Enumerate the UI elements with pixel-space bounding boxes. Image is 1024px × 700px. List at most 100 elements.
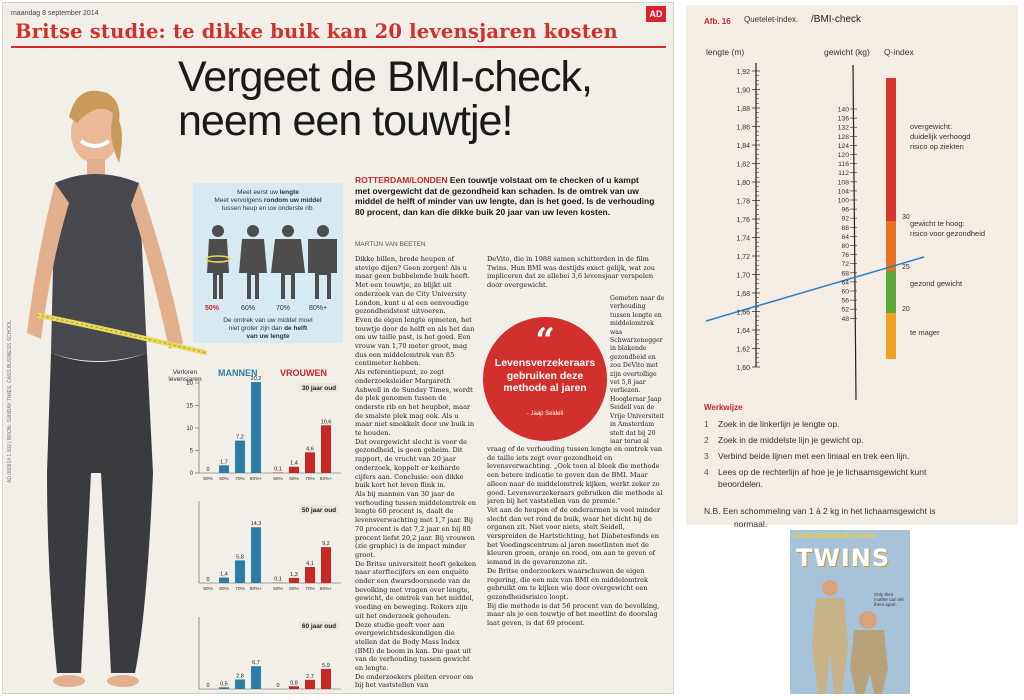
x-tick-label: 80%+ — [320, 476, 333, 482]
zone-over-label-3: risico op ziekten — [910, 142, 964, 151]
x-tick-label: 50% — [273, 692, 283, 694]
y-tick-label: 20 — [186, 381, 193, 387]
bar-value-label: 0 — [206, 467, 209, 473]
x-tick-label: 60% — [289, 476, 299, 482]
x-tick-label: 50% — [273, 586, 283, 592]
step-item: 1 Zoek in de linkerlijn je lengte op. — [704, 419, 840, 429]
bar-value-label: 0,8 — [290, 680, 298, 686]
length-tick-label: 1,86 — [736, 125, 750, 132]
x-tick-label: 70% — [235, 586, 245, 592]
bar — [289, 466, 299, 473]
chart-title-bg — [299, 383, 339, 392]
article-lead: ROTTERDAM/LONDEN Een touwtje volstaat om… — [355, 175, 655, 217]
headline-line-1: Vergeet de BMI-check, — [178, 53, 593, 101]
zone-high-label-1: gewicht te hoog: — [910, 219, 965, 228]
werkwijze-heading: Werkwijze — [704, 403, 743, 412]
x-tick-label: 80%+ — [250, 476, 263, 482]
bar — [219, 577, 229, 583]
x-tick-label: 80%+ — [250, 692, 263, 694]
twins-movie-poster: SCHWARZENEGGER DeVITO TWINS Only their m… — [790, 530, 910, 694]
length-tick-label: 1,64 — [736, 328, 750, 335]
bar — [321, 668, 331, 689]
step-item: beoordelen. — [718, 479, 763, 489]
x-tick-label: 80%+ — [320, 692, 333, 694]
chart-title: 60 jaar oud — [302, 623, 336, 630]
legend-men: MANNEN — [218, 368, 258, 378]
length-tick-label: 1,92 — [736, 69, 750, 76]
bar-value-label: 0 — [206, 683, 209, 689]
legend-women: VROUWEN — [280, 368, 327, 378]
bar-value-label: 0 — [276, 683, 279, 689]
weight-tick-label: 124 — [838, 143, 850, 150]
step-item: 2 Zoek in de middelste lijn je gewicht op… — [704, 435, 864, 445]
zone-overweight — [886, 78, 896, 221]
step-item: 3 Verbind beide lijnen met een liniaal en… — [704, 451, 910, 461]
zone-ok-label: gezond gewicht — [910, 279, 963, 288]
bar-value-label: 2,7 — [306, 674, 314, 680]
x-tick-label: 70% — [305, 476, 315, 482]
bar-value-label: 1,3 — [290, 572, 298, 578]
page-title: Vergeet de BMI-check, neem een touwtje! — [178, 55, 658, 143]
woman-photo — [27, 90, 207, 687]
dateline: maandag 8 september 2014 — [11, 10, 99, 17]
kicker-headline: Britse studie: te dikke buik kan 20 leve… — [15, 20, 618, 43]
length-tick-label: 1,72 — [736, 254, 750, 261]
length-tick-label: 1,66 — [736, 310, 750, 317]
bar-value-label: 9,2 — [322, 541, 330, 547]
length-tick-label: 1,90 — [736, 88, 750, 95]
bar — [219, 687, 229, 689]
step-item: 4 Lees op de rechterlijn af hoe je je lic… — [704, 467, 927, 477]
bar — [289, 577, 299, 583]
q-tick-label: 30 — [902, 214, 910, 221]
byline: MARTIJN VAN BEETEN — [355, 241, 426, 248]
x-tick-label: 50% — [203, 476, 213, 482]
x-tick-label: 70% — [235, 692, 245, 694]
length-tick-label: 1,74 — [736, 236, 750, 243]
bar-value-label: 1,7 — [220, 459, 228, 465]
weight-tick-label: 84 — [841, 234, 849, 241]
weight-tick-label: 112 — [838, 170, 849, 177]
bmi-nomogram-page: Afb. 16 Quetelet-index. /BMI-check lengt… — [686, 5, 1018, 529]
weight-tick-label: 100 — [838, 198, 850, 205]
poster-actor-names: SCHWARZENEGGER DeVITO — [793, 534, 877, 540]
life-years-chart: 30 jaar oud 0 5 10 15 20 0 50% 1,7 60% 7,2 70% 20,2 8… — [186, 376, 341, 694]
weight-tick-label: 48 — [841, 316, 849, 323]
measuring-infographic: Meet eerst uw lengte Meet vervolgens ron… — [193, 183, 343, 343]
divider — [11, 46, 666, 48]
bar-value-label: 2,8 — [236, 673, 244, 679]
bar-value-label: 0,5 — [220, 681, 228, 687]
example-line — [705, 256, 925, 322]
bar-value-label: 0,1 — [274, 577, 282, 583]
bar-value-label: 7,2 — [236, 435, 244, 441]
x-tick-label: 60% — [219, 586, 229, 592]
length-tick-label: 1,84 — [736, 143, 750, 150]
bar-value-label: 0,1 — [274, 467, 282, 473]
bar-value-label: 1,4 — [290, 461, 298, 467]
bar — [235, 440, 245, 473]
bar — [305, 679, 315, 689]
zone-over-label-2: duidelijk verhoogd — [910, 132, 970, 141]
bar-value-label: 0 — [206, 577, 209, 583]
article-column-1: Dikke billen, brede heupen of stevige di… — [355, 255, 477, 691]
bar — [251, 382, 261, 473]
article-column-2-bottom: vraag of de verhouding tussen lengte en … — [487, 445, 663, 628]
bar — [251, 666, 261, 689]
figure-title: Quetelet-index. — [744, 15, 799, 24]
length-tick-label: 1,70 — [736, 273, 750, 280]
bar-value-label: 14,3 — [251, 521, 262, 527]
y-tick-label: 0 — [190, 471, 194, 477]
bar — [305, 567, 315, 583]
weight-tick-label: 64 — [841, 279, 849, 286]
x-tick-label: 60% — [289, 692, 299, 694]
quote-text: Levensverzekeraars gebruiken deze method… — [494, 357, 596, 394]
newspaper-logo: AD — [646, 6, 666, 22]
weight-tick-label: 60 — [841, 289, 849, 296]
bar-value-label: 5,8 — [236, 554, 244, 560]
weight-tick-label: 68 — [841, 270, 849, 277]
chart-title-bg — [299, 505, 339, 514]
y-tick-label: 15 — [186, 404, 193, 410]
weight-tick-label: 96 — [841, 207, 849, 214]
newspaper-clipping: maandag 8 september 2014 AD Britse studi… — [2, 2, 674, 694]
weight-tick-label: 140 — [838, 107, 850, 114]
length-tick-label: 1,76 — [736, 217, 750, 224]
